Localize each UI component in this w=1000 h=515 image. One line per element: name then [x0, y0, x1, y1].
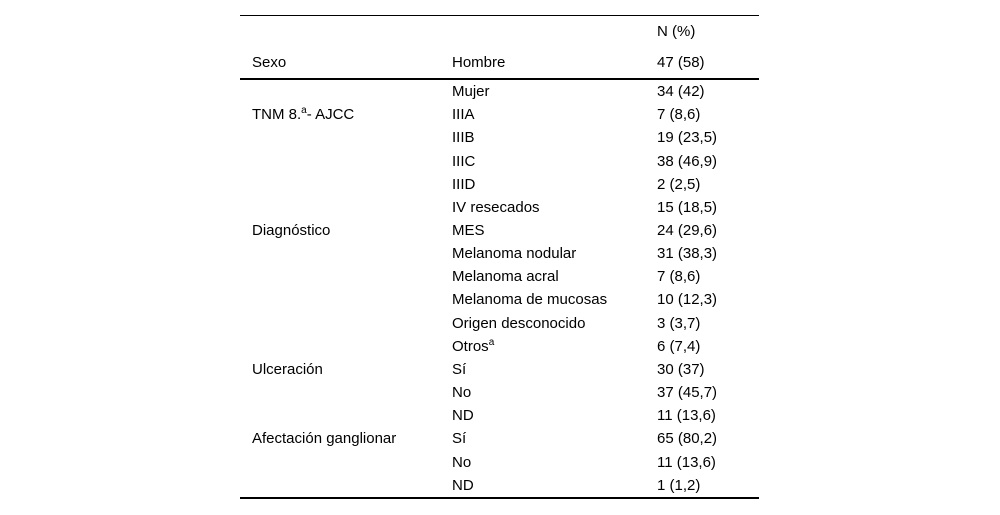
table-row: Sexo Hombre 47 (58) [240, 47, 759, 78]
category-cell: Ulceración [252, 360, 323, 378]
table-row: IV resecados 15 (18,5) [240, 196, 759, 219]
value-cell: 15 (18,5) [657, 198, 718, 216]
table-row: IIID 2 (2,5) [240, 173, 759, 196]
subcategory-cell: Otrosa [452, 336, 495, 355]
value-cell: 31 (38,3) [657, 245, 718, 263]
subcategory-cell: IV resecados [452, 198, 540, 216]
table-row: Mujer 34 (42) [240, 80, 759, 103]
table-row: Ulceración Sí 30 (37) [240, 358, 759, 381]
value-cell: 1 (1,2) [657, 476, 701, 494]
table-row: No 37 (45,7) [240, 381, 759, 404]
subcategory-cell: Sí [452, 430, 467, 448]
subcategory-cell: Melanoma acral [452, 268, 559, 286]
value-cell: 24 (29,6) [657, 222, 718, 240]
table-row: ND 11 (13,6) [240, 404, 759, 427]
subcategory-cell: IIIA [452, 106, 475, 124]
value-cell: 7 (8,6) [657, 268, 701, 286]
subcategory-cell: IIIB [452, 129, 475, 147]
table-row: Diagnóstico MES 24 (29,6) [240, 219, 759, 242]
subcategory-cell: MES [452, 222, 485, 240]
value-cell: 6 (7,4) [657, 337, 701, 355]
table-row: Melanoma acral 7 (8,6) [240, 265, 759, 288]
table-row: Melanoma nodular 31 (38,3) [240, 242, 759, 265]
subcategory-cell: Origen desconocido [452, 314, 586, 332]
value-cell: 10 (12,3) [657, 291, 718, 309]
subcategory-cell: IIIC [452, 152, 476, 170]
value-cell: 19 (23,5) [657, 129, 718, 147]
subcategory-cell: No [452, 453, 472, 471]
subcategory-cell: IIID [452, 175, 476, 193]
table-row: No 11 (13,6) [240, 451, 759, 474]
category-cell: Afectación ganglionar [252, 430, 397, 448]
footnote-marker: a [488, 336, 495, 348]
subcategory-cell: Mujer [452, 83, 490, 101]
patient-characteristics-table: N (%) Sexo Hombre 47 (58) Mujer 34 (42) TN… [240, 15, 759, 499]
value-cell: 65 (80,2) [657, 430, 718, 448]
value-cell: 34 (42) [657, 83, 705, 101]
value-cell: 37 (45,7) [657, 384, 718, 402]
table-row: Melanoma de mucosas 10 (12,3) [240, 288, 759, 311]
subcategory-cell: Melanoma de mucosas [452, 291, 608, 309]
subcategory-cell: No [452, 384, 472, 402]
footnote-marker: a [301, 105, 307, 117]
value-cell: 47 (58) [657, 54, 705, 71]
value-cell: 38 (46,9) [657, 152, 718, 170]
value-cell: 30 (37) [657, 360, 705, 378]
subcategory-cell: ND [452, 476, 474, 494]
value-column-header: N (%) [657, 23, 696, 40]
subcategory-cell: Sí [452, 360, 467, 378]
subcategory-cell: Melanoma nodular [452, 245, 577, 263]
value-cell: 7 (8,6) [657, 106, 701, 124]
category-cell: TNM 8.a- AJCC [252, 105, 355, 124]
table-header-row: N (%) [240, 16, 759, 47]
table-row: Afectación ganglionar Sí 65 (80,2) [240, 427, 759, 450]
table-row: IIIB 19 (23,5) [240, 126, 759, 149]
category-cell: Diagnóstico [252, 222, 331, 240]
table-row: IIIC 38 (46,9) [240, 149, 759, 172]
value-cell: 11 (13,6) [657, 407, 716, 425]
table-row: TNM 8.a- AJCC IIIA 7 (8,6) [240, 103, 759, 126]
table-header-section: N (%) Sexo Hombre 47 (58) [240, 16, 759, 80]
subcategory-cell: Hombre [452, 54, 506, 71]
table-row: ND 1 (1,2) [240, 474, 759, 497]
value-cell: 3 (3,7) [657, 314, 701, 332]
subcategory-cell: ND [452, 407, 474, 425]
table-row: Otrosa 6 (7,4) [240, 335, 759, 358]
value-cell: 2 (2,5) [657, 175, 701, 193]
value-cell: 11 (13,6) [657, 453, 716, 471]
table-row: Origen desconocido 3 (3,7) [240, 312, 759, 335]
category-cell: Sexo [252, 54, 287, 71]
table-body: Mujer 34 (42) TNM 8.a- AJCC IIIA 7 (8,6) IIIB… [240, 80, 759, 497]
